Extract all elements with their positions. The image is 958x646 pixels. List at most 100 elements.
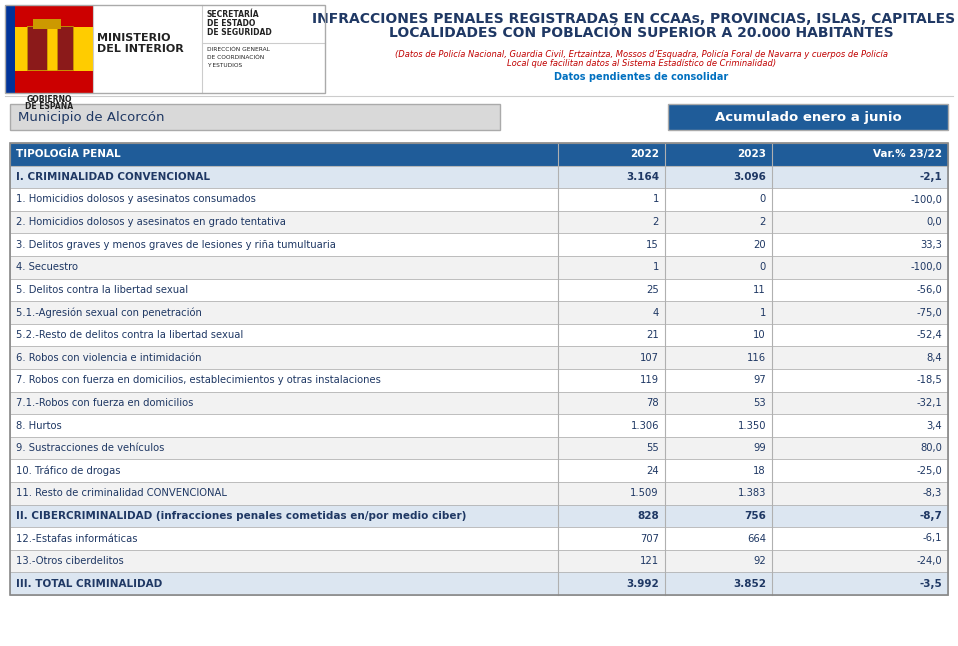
Text: 3.992: 3.992 xyxy=(627,579,659,589)
Text: -2,1: -2,1 xyxy=(920,172,942,182)
Text: MINISTERIO: MINISTERIO xyxy=(97,33,171,43)
Bar xyxy=(27,26,73,70)
Text: 80,0: 80,0 xyxy=(920,443,942,453)
Text: Var.% 23/22: Var.% 23/22 xyxy=(873,149,942,160)
Text: 2: 2 xyxy=(652,217,659,227)
Text: 11: 11 xyxy=(753,285,766,295)
Text: 4: 4 xyxy=(652,307,659,317)
Text: 5.1.-Agresión sexual con penetración: 5.1.-Agresión sexual con penetración xyxy=(16,307,202,318)
Bar xyxy=(10,165,948,188)
Text: Municipio de Alcorcón: Municipio de Alcorcón xyxy=(18,110,165,123)
Bar xyxy=(668,104,948,130)
Text: 18: 18 xyxy=(753,466,766,475)
Bar xyxy=(47,26,57,70)
Text: 8. Hurtos: 8. Hurtos xyxy=(16,421,61,430)
Bar xyxy=(10,324,948,346)
Text: 24: 24 xyxy=(647,466,659,475)
Text: 10. Tráfico de drogas: 10. Tráfico de drogas xyxy=(16,466,121,476)
Text: 25: 25 xyxy=(647,285,659,295)
Text: 3,4: 3,4 xyxy=(926,421,942,430)
Text: DE ESTADO: DE ESTADO xyxy=(207,19,256,28)
Text: 664: 664 xyxy=(747,534,766,543)
Text: -100,0: -100,0 xyxy=(910,262,942,273)
Text: 21: 21 xyxy=(647,330,659,340)
Bar xyxy=(10,505,948,527)
Bar xyxy=(10,278,948,301)
Text: 1.306: 1.306 xyxy=(630,421,659,430)
Text: Local que facilitan datos al Sistema Estadístico de Criminalidad): Local que facilitan datos al Sistema Est… xyxy=(507,59,776,68)
Text: DEL INTERIOR: DEL INTERIOR xyxy=(97,44,184,54)
Text: 2023: 2023 xyxy=(737,149,766,160)
Text: -25,0: -25,0 xyxy=(916,466,942,475)
Bar xyxy=(5,5,15,93)
Text: 121: 121 xyxy=(640,556,659,566)
Text: 119: 119 xyxy=(640,375,659,385)
Text: -8,7: -8,7 xyxy=(919,511,942,521)
Text: 6. Robos con violencia e intimidación: 6. Robos con violencia e intimidación xyxy=(16,353,201,362)
Text: 1.383: 1.383 xyxy=(738,488,766,498)
Text: -8,3: -8,3 xyxy=(923,488,942,498)
Bar xyxy=(33,19,61,29)
Text: -32,1: -32,1 xyxy=(916,398,942,408)
Text: 1.509: 1.509 xyxy=(630,488,659,498)
Text: 3. Delitos graves y menos graves de lesiones y riña tumultuaria: 3. Delitos graves y menos graves de lesi… xyxy=(16,240,336,250)
Text: INFRACCIONES PENALES REGISTRADAS EN CCAAs, PROVINCIAS, ISLAS, CAPITALES Y: INFRACCIONES PENALES REGISTRADAS EN CCAA… xyxy=(312,12,958,26)
Text: III. TOTAL CRIMINALIDAD: III. TOTAL CRIMINALIDAD xyxy=(16,579,162,589)
Bar xyxy=(10,550,948,572)
Text: DE COORDINACIÓN: DE COORDINACIÓN xyxy=(207,55,264,60)
Text: 3.096: 3.096 xyxy=(733,172,766,182)
Text: 11. Resto de criminalidad CONVENCIONAL: 11. Resto de criminalidad CONVENCIONAL xyxy=(16,488,227,498)
Text: I. CRIMINALIDAD CONVENCIONAL: I. CRIMINALIDAD CONVENCIONAL xyxy=(16,172,210,182)
Text: 12.-Estafas informáticas: 12.-Estafas informáticas xyxy=(16,534,138,543)
Text: -56,0: -56,0 xyxy=(916,285,942,295)
Text: 92: 92 xyxy=(753,556,766,566)
Bar xyxy=(5,5,93,27)
Text: 1: 1 xyxy=(652,262,659,273)
Bar xyxy=(10,233,948,256)
Bar xyxy=(10,527,948,550)
Text: -75,0: -75,0 xyxy=(916,307,942,317)
Text: 20: 20 xyxy=(753,240,766,250)
Bar xyxy=(5,5,325,93)
Text: 2. Homicidios dolosos y asesinatos en grado tentativa: 2. Homicidios dolosos y asesinatos en gr… xyxy=(16,217,285,227)
Text: Y ESTUDIOS: Y ESTUDIOS xyxy=(207,63,242,68)
Text: 33,3: 33,3 xyxy=(920,240,942,250)
Text: 15: 15 xyxy=(647,240,659,250)
Text: TIPOLOGÍA PENAL: TIPOLOGÍA PENAL xyxy=(16,149,121,160)
Text: 3.852: 3.852 xyxy=(733,579,766,589)
Text: -6,1: -6,1 xyxy=(923,534,942,543)
Bar xyxy=(10,414,948,437)
Text: Acumulado enero a junio: Acumulado enero a junio xyxy=(715,110,901,123)
Text: (Datos de Policía Nacional, Guardia Civil, Ertzaintza, Mossos d’Esquadra, Policí: (Datos de Policía Nacional, Guardia Civi… xyxy=(395,50,888,59)
Text: -100,0: -100,0 xyxy=(910,194,942,205)
Text: 7. Robos con fuerza en domicilios, establecimientos y otras instalaciones: 7. Robos con fuerza en domicilios, estab… xyxy=(16,375,381,385)
Text: 9. Sustracciones de vehículos: 9. Sustracciones de vehículos xyxy=(16,443,165,453)
Text: 3.164: 3.164 xyxy=(626,172,659,182)
Text: 5. Delitos contra la libertad sexual: 5. Delitos contra la libertad sexual xyxy=(16,285,188,295)
Text: SECRETARÍA: SECRETARÍA xyxy=(207,10,260,19)
Text: 13.-Otros ciberdelitos: 13.-Otros ciberdelitos xyxy=(16,556,124,566)
Bar xyxy=(10,482,948,505)
Text: DE SEGURIDAD: DE SEGURIDAD xyxy=(207,28,272,37)
Text: -24,0: -24,0 xyxy=(917,556,942,566)
Text: Datos pendientes de consolidar: Datos pendientes de consolidar xyxy=(555,72,729,82)
Bar xyxy=(10,143,948,595)
Text: 10: 10 xyxy=(753,330,766,340)
Text: 7.1.-Robos con fuerza en domicilios: 7.1.-Robos con fuerza en domicilios xyxy=(16,398,194,408)
Text: 97: 97 xyxy=(753,375,766,385)
Text: LOCALIDADES CON POBLACIÓN SUPERIOR A 20.000 HABITANTES: LOCALIDADES CON POBLACIÓN SUPERIOR A 20.… xyxy=(389,26,894,40)
Text: 107: 107 xyxy=(640,353,659,362)
Text: 1: 1 xyxy=(760,307,766,317)
Text: 4. Secuestro: 4. Secuestro xyxy=(16,262,78,273)
Bar xyxy=(5,71,93,93)
Bar xyxy=(10,104,500,130)
Bar xyxy=(27,26,47,70)
Text: 53: 53 xyxy=(753,398,766,408)
Text: 0,0: 0,0 xyxy=(926,217,942,227)
Bar xyxy=(10,391,948,414)
Bar xyxy=(10,346,948,369)
Text: 0: 0 xyxy=(760,262,766,273)
Text: 1: 1 xyxy=(652,194,659,205)
Text: 99: 99 xyxy=(753,443,766,453)
Text: 1. Homicidios dolosos y asesinatos consumados: 1. Homicidios dolosos y asesinatos consu… xyxy=(16,194,256,205)
